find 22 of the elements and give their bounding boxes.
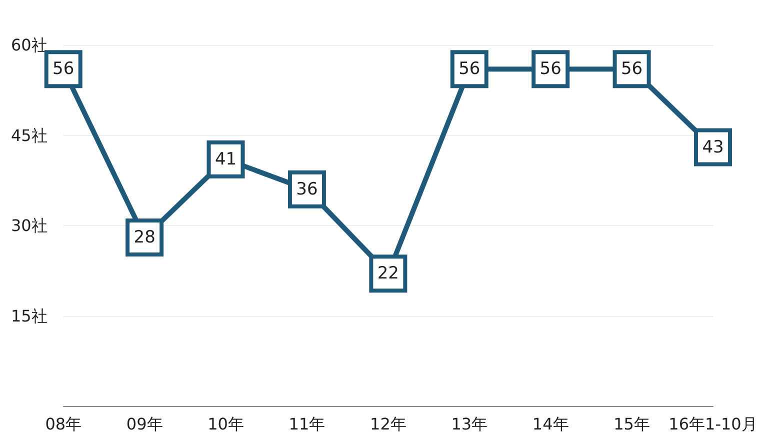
y-tick-label: 30社 xyxy=(11,216,48,235)
x-tick-label: 09年 xyxy=(126,414,163,434)
data-label: 22 xyxy=(377,264,399,284)
data-label: 28 xyxy=(134,228,156,248)
data-label: 43 xyxy=(702,137,724,158)
x-tick-label: 13年 xyxy=(451,414,488,434)
y-tick-label: 15社 xyxy=(11,306,48,326)
data-label: 41 xyxy=(214,149,237,170)
data-label: 56 xyxy=(52,59,74,80)
y-tick-label: 45社 xyxy=(11,126,48,145)
data-label: 36 xyxy=(296,179,318,200)
x-tick-label: 12年 xyxy=(370,414,406,434)
x-tick-label: 15年 xyxy=(614,414,650,434)
data-label: 56 xyxy=(540,59,562,80)
data-label: 56 xyxy=(458,59,480,80)
x-tick-label: 08年 xyxy=(45,414,82,434)
y-tick-label: 60社 xyxy=(11,36,48,54)
x-tick-label: 10年 xyxy=(208,414,244,434)
data-label: 56 xyxy=(620,59,643,80)
x-tick-label: 11年 xyxy=(288,414,326,434)
x-tick-label: 16年1-10月 xyxy=(668,414,758,434)
x-tick-label: 14年 xyxy=(532,414,569,434)
